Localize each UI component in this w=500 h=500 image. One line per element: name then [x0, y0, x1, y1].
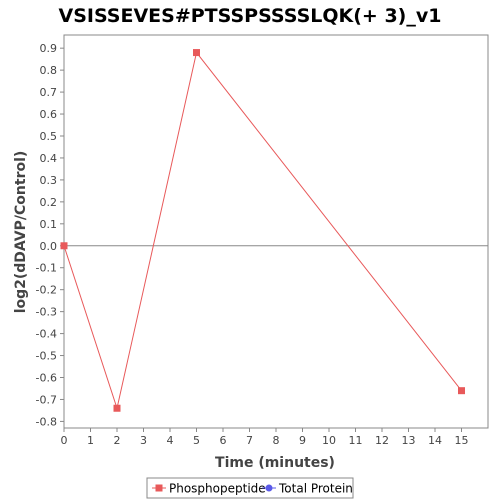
x-tick-label: 9: [299, 434, 306, 447]
x-tick-label: 15: [455, 434, 469, 447]
y-tick-label: 0.2: [40, 196, 58, 209]
legend-item-phosphopeptide-label: Phosphopeptide: [169, 482, 266, 496]
y-tick-label: -0.2: [36, 284, 57, 297]
y-tick-label: -0.5: [36, 350, 57, 363]
x-tick-label: 13: [402, 434, 416, 447]
y-tick-label: -0.6: [36, 372, 57, 385]
y-tick-label: -0.7: [36, 393, 57, 406]
plot-area: 0 1 2 3 4 5 6 7 8 9 10 11 12 13 14 15-0.8-0.7-0.6-0.5-0…: [36, 34, 489, 447]
x-tick-label: 10: [322, 434, 336, 447]
y-tick-label: 0.7: [40, 86, 58, 99]
data-point-phosphopeptide: [193, 49, 200, 57]
x-tick-label: 8: [273, 434, 280, 447]
plot-frame: [63, 34, 489, 429]
x-tick-label: 1: [87, 434, 94, 447]
series-line-phosphopeptide: [63, 51, 462, 411]
chart-title: VSISSEVES#PTSSPSSSSLQK(+ 3)_v1: [59, 5, 442, 27]
x-tick-label: 3: [140, 434, 147, 447]
y-tick-label: 0.5: [40, 130, 58, 143]
data-point-phosphopeptide: [458, 387, 465, 395]
x-axis-label: Time (minutes): [215, 455, 335, 471]
y-tick-label: 0.8: [40, 64, 58, 77]
y-tick-label: -0.1: [36, 262, 57, 275]
y-tick-label: 0.0: [40, 240, 58, 253]
x-tick-label: 7: [246, 434, 253, 447]
y-tick-label: -0.3: [36, 306, 57, 319]
legend: Phosphopeptide Total Protein: [146, 477, 354, 499]
x-tick-label: 11: [349, 434, 363, 447]
y-tick-label: 0.9: [40, 42, 58, 55]
legend-item-phosphopeptide-marker: [155, 484, 163, 492]
data-point-phosphopeptide: [60, 242, 68, 250]
y-tick-label: 0.4: [40, 152, 58, 165]
x-tick-label: 0: [61, 434, 68, 447]
y-tick-label: 0.3: [40, 174, 58, 187]
x-tick-label: 14: [428, 434, 442, 447]
x-tick-label: 5: [193, 434, 200, 447]
x-tick-label: 2: [114, 434, 121, 447]
y-tick-label: 0.6: [40, 108, 58, 121]
legend-item-total-protein-marker: [265, 484, 273, 492]
legend-box: [146, 477, 354, 499]
y-tick-label: 0.1: [40, 218, 58, 231]
x-tick-label: 4: [167, 434, 174, 447]
y-tick-label: -0.4: [36, 328, 57, 341]
x-tick-label: 12: [375, 434, 389, 447]
x-tick-label: 6: [220, 434, 227, 447]
data-point-phosphopeptide: [113, 404, 121, 412]
y-tick-label: -0.8: [36, 415, 57, 428]
y-axis-label: log2(dDAVP/Control): [13, 151, 29, 314]
legend-item-total-protein-label: Total Protein: [278, 482, 353, 496]
